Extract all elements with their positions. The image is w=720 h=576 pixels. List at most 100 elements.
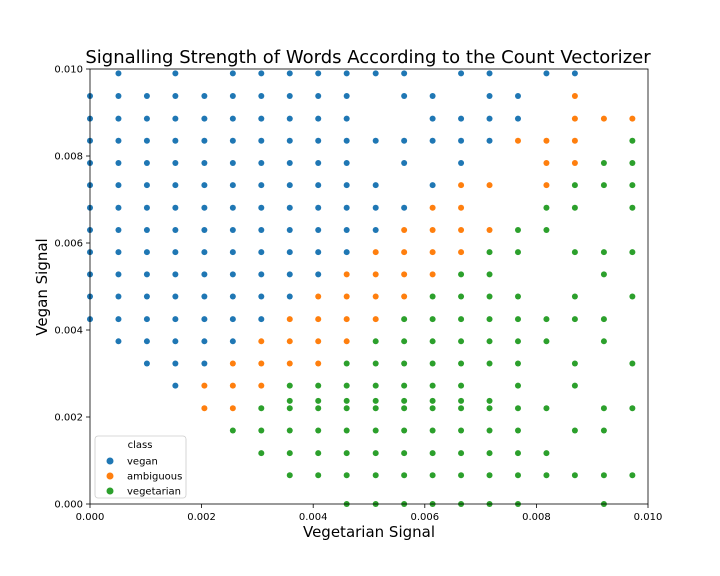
point-vegan-52 (401, 137, 408, 144)
point-ambiguous-8 (571, 159, 578, 166)
point-vegan-75 (286, 182, 293, 189)
legend-frame (94, 435, 187, 499)
point-vegan-114 (115, 271, 122, 278)
point-vegan-125 (172, 293, 179, 300)
point-vegetarian-21 (486, 293, 493, 300)
point-vegetarian-26 (429, 316, 436, 323)
point-vegetarian-48 (571, 360, 578, 367)
point-vegetarian-107 (372, 472, 379, 479)
point-vegetarian-114 (571, 472, 578, 479)
point-vegetarian-85 (372, 427, 379, 434)
point-vegetarian-80 (229, 427, 236, 434)
point-vegan-72 (201, 182, 208, 189)
point-vegan-42 (115, 137, 122, 144)
point-vegan-22 (343, 92, 350, 99)
point-vegetarian-95 (315, 450, 322, 457)
point-ambiguous-45 (201, 405, 208, 412)
chart-title: Signalling Strength of Words According t… (85, 47, 651, 68)
point-ambiguous-9 (458, 182, 465, 189)
point-vegan-67 (458, 159, 465, 166)
point-ambiguous-18 (372, 249, 379, 256)
point-vegetarian-88 (458, 427, 465, 434)
point-vegan-120 (286, 271, 293, 278)
point-vegetarian-72 (401, 405, 408, 412)
point-vegetarian-86 (401, 427, 408, 434)
point-vegan-90 (372, 204, 379, 211)
point-ambiguous-23 (372, 271, 379, 278)
point-vegan-48 (286, 137, 293, 144)
point-vegetarian-43 (401, 360, 408, 367)
point-vegan-32 (229, 115, 236, 122)
point-ambiguous-42 (201, 382, 208, 389)
point-vegan-129 (286, 293, 293, 300)
point-vegan-21 (315, 92, 322, 99)
point-ambiguous-32 (343, 316, 350, 323)
point-vegetarian-42 (372, 360, 379, 367)
point-vegan-144 (201, 360, 208, 367)
x-tick-label: 0.004 (299, 512, 328, 523)
point-vegetarian-29 (514, 316, 521, 323)
point-vegan-28 (115, 115, 122, 122)
point-vegetarian-32 (600, 316, 607, 323)
y-tick-label: 0.006 (54, 239, 83, 250)
point-vegetarian-54 (401, 382, 408, 389)
point-ambiguous-4 (514, 137, 521, 144)
point-vegan-99 (286, 226, 293, 233)
point-vegan-70 (143, 182, 150, 189)
point-ambiguous-1 (571, 115, 578, 122)
point-vegetarian-68 (286, 405, 293, 412)
point-vegan-61 (229, 159, 236, 166)
point-vegan-79 (429, 182, 436, 189)
x-tick-label: 0.008 (522, 512, 551, 523)
point-ambiguous-16 (458, 226, 465, 233)
point-vegan-123 (115, 293, 122, 300)
points-layer (87, 70, 636, 507)
point-vegetarian-105 (315, 472, 322, 479)
point-vegan-87 (286, 204, 293, 211)
point-vegetarian-90 (514, 427, 521, 434)
point-vegetarian-15 (629, 249, 636, 256)
point-vegetarian-33 (372, 338, 379, 345)
point-ambiguous-6 (571, 137, 578, 144)
point-vegan-49 (315, 137, 322, 144)
point-vegetarian-115 (600, 472, 607, 479)
point-vegetarian-73 (429, 405, 436, 412)
point-vegan-39 (486, 115, 493, 122)
point-ambiguous-3 (629, 115, 636, 122)
point-vegan-137 (115, 338, 122, 345)
point-vegetarian-49 (629, 360, 636, 367)
point-vegan-3 (258, 70, 265, 77)
point-vegan-69 (115, 182, 122, 189)
point-vegan-89 (343, 204, 350, 211)
point-ambiguous-37 (343, 338, 350, 345)
point-vegetarian-10 (543, 226, 550, 233)
point-vegan-138 (143, 338, 150, 345)
point-vegan-19 (258, 92, 265, 99)
point-ambiguous-2 (600, 115, 607, 122)
point-vegan-58 (143, 159, 150, 166)
point-vegan-135 (229, 316, 236, 323)
point-vegetarian-28 (486, 316, 493, 323)
point-vegan-33 (258, 115, 265, 122)
point-vegan-16 (172, 92, 179, 99)
point-vegan-143 (172, 360, 179, 367)
point-vegetarian-38 (514, 338, 521, 345)
point-vegan-4 (286, 70, 293, 77)
point-vegan-117 (201, 271, 208, 278)
point-vegan-119 (258, 271, 265, 278)
point-ambiguous-19 (401, 249, 408, 256)
point-vegetarian-9 (514, 226, 521, 233)
point-vegetarian-96 (343, 450, 350, 457)
legend-marker-ambiguous (106, 472, 114, 480)
point-vegetarian-84 (343, 427, 350, 434)
point-vegan-139 (172, 338, 179, 345)
legend-label-vegan: vegan (127, 457, 158, 468)
point-vegan-124 (143, 293, 150, 300)
point-vegetarian-106 (343, 472, 350, 479)
point-ambiguous-24 (401, 271, 408, 278)
point-ambiguous-43 (229, 382, 236, 389)
point-ambiguous-29 (401, 293, 408, 300)
point-vegetarian-41 (343, 360, 350, 367)
point-vegan-50 (343, 137, 350, 144)
